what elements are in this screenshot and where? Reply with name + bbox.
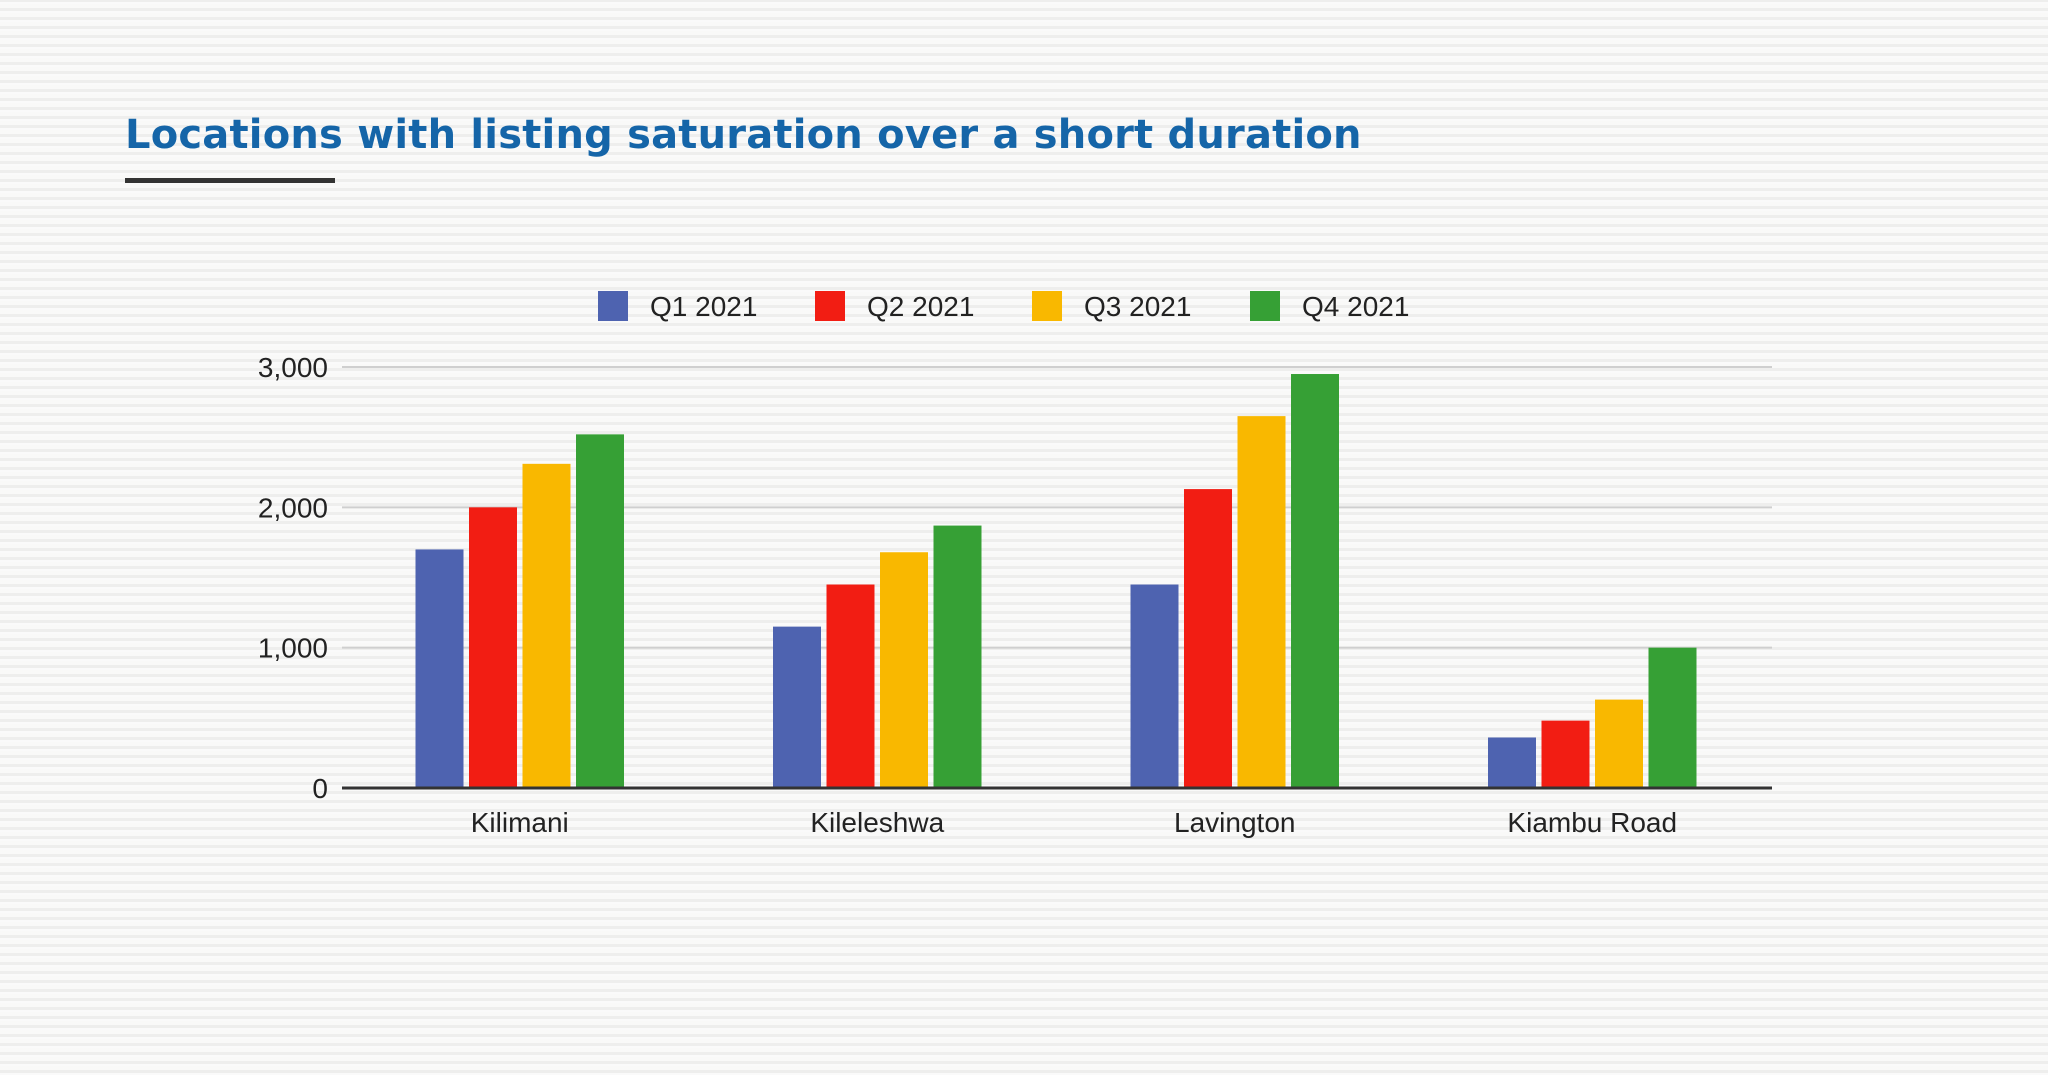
y-tick-label: 1,000 [258, 633, 328, 664]
y-tick-label: 3,000 [258, 352, 328, 383]
bar-q2-2021 [826, 584, 875, 788]
bar-q1-2021 [415, 549, 464, 788]
bar-q1-2021 [773, 626, 821, 788]
y-tick-label: 2,000 [258, 492, 328, 523]
bar-q3-2021 [1237, 416, 1286, 788]
x-tick-label: Kiambu Road [1507, 807, 1677, 838]
x-tick-label: Kilimani [471, 807, 569, 838]
legend-swatch [1250, 291, 1280, 321]
bar-q3-2021 [522, 463, 571, 788]
legend-swatch [1032, 291, 1062, 321]
bar-q2-2021 [469, 507, 517, 788]
bar-q4-2021 [1648, 647, 1697, 788]
bar-q2-2021 [1541, 720, 1590, 788]
bar-q3-2021 [880, 552, 928, 788]
x-tick-label: Lavington [1174, 807, 1295, 838]
x-tick-label: Kileleshwa [810, 807, 944, 838]
y-tick-label: 0 [312, 773, 328, 804]
legend-label: Q1 2021 [650, 291, 757, 322]
bar-q1-2021 [1130, 584, 1179, 788]
bar-q1-2021 [1488, 737, 1536, 788]
bar-q3-2021 [1595, 699, 1643, 788]
chart-title: Locations with listing saturation over a… [125, 112, 1362, 158]
bar-q2-2021 [1184, 489, 1232, 788]
legend-swatch [815, 291, 845, 321]
bar-q4-2021 [933, 525, 982, 788]
legend-label: Q3 2021 [1084, 291, 1191, 322]
legend-swatch [598, 291, 628, 321]
title-underline [125, 178, 335, 183]
legend-label: Q2 2021 [867, 291, 974, 322]
bar-q4-2021 [576, 434, 624, 788]
legend-label: Q4 2021 [1302, 291, 1409, 322]
bar-q4-2021 [1291, 374, 1339, 788]
